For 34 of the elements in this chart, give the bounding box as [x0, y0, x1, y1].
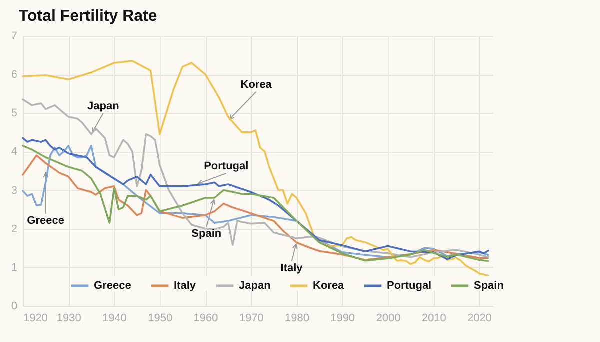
x-tick-label: 1980	[285, 312, 310, 324]
x-tick-label: 1960	[194, 312, 218, 324]
y-tick-label: 2	[11, 223, 18, 236]
chart-title: Total Fertility Rate	[18, 8, 158, 25]
annotation: Italy	[280, 262, 304, 274]
y-tick-label: 5	[11, 108, 18, 120]
line-series	[22, 98, 490, 258]
x-tick-label: 1950	[148, 312, 173, 324]
x-tick-label: 1920	[24, 312, 48, 324]
x-tick-label: 1940	[102, 312, 128, 324]
y-tick-label: 6	[11, 69, 18, 82]
legend-label: Portugal	[387, 280, 432, 292]
legend-label: Greece	[94, 280, 132, 292]
x-tick-label: 1990	[330, 312, 356, 324]
y-tick-label: 4	[11, 146, 18, 158]
y-tick-label: 3	[11, 184, 18, 197]
legend-label: Spain	[474, 280, 504, 292]
x-tick-label: 1930	[56, 312, 82, 324]
annotation: Korea	[240, 78, 273, 91]
line-series	[22, 60, 490, 277]
y-tick-label: 7	[11, 30, 18, 42]
x-tick-label: 2020	[468, 312, 492, 324]
annotation: Spain	[192, 228, 222, 240]
y-tick-label: 0	[11, 300, 18, 312]
y-tick-label: 1	[11, 262, 18, 274]
legend-label: Korea	[313, 280, 346, 292]
legend-label: Japan	[239, 280, 272, 292]
x-tick-label: 1970	[239, 312, 264, 324]
legend-label: Italy	[174, 280, 197, 292]
annotation: Japan	[88, 100, 120, 112]
x-tick-label: 2000	[376, 312, 401, 324]
annotation: Greece	[27, 215, 64, 227]
x-tick-label: 2010	[422, 312, 446, 324]
annotation: Portugal	[204, 160, 249, 172]
